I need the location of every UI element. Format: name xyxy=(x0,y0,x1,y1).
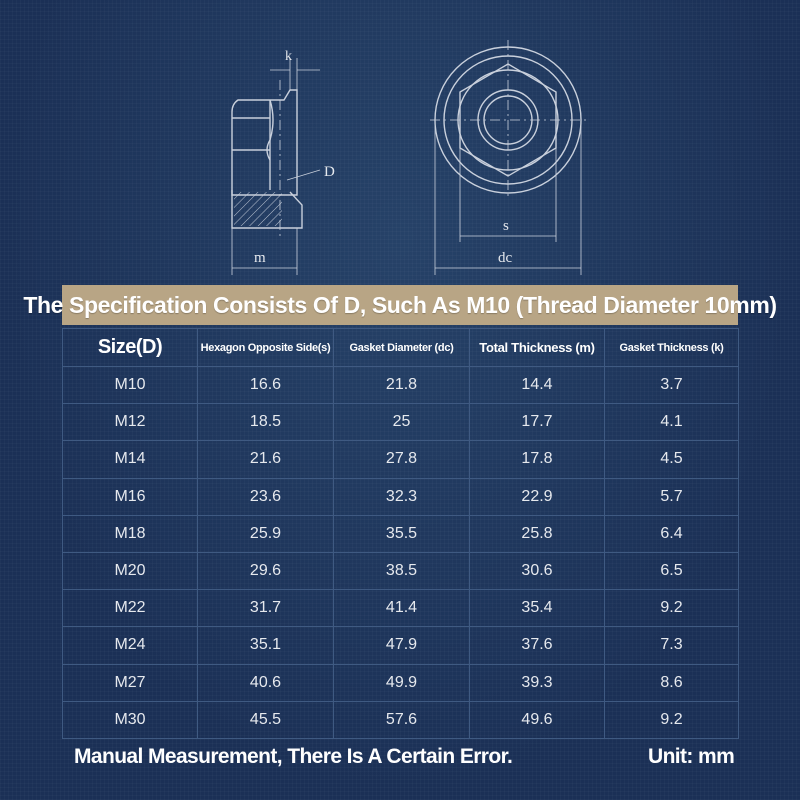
cell-size: M20 xyxy=(62,551,198,591)
cell-gasket-thickness: 9.2 xyxy=(604,700,739,739)
table-row: M20 29.6 38.5 30.6 6.5 xyxy=(62,551,739,591)
cell-hexagon-side: 23.6 xyxy=(197,477,334,516)
table-row: M27 40.6 49.9 39.3 8.6 xyxy=(62,663,739,702)
table-row: M30 45.5 57.6 49.6 9.2 xyxy=(62,700,739,739)
cell-gasket-thickness: 7.3 xyxy=(604,626,739,665)
cell-total-thickness: 30.6 xyxy=(469,551,605,591)
cell-gasket-diameter: 38.5 xyxy=(333,551,470,591)
cell-hexagon-side: 31.7 xyxy=(197,589,334,628)
cell-total-thickness: 39.3 xyxy=(469,663,605,702)
unit-label: Unit: mm xyxy=(648,745,735,768)
label-m: m xyxy=(254,250,266,266)
cell-total-thickness: 37.6 xyxy=(469,626,605,665)
header-gasket-diameter: Gasket Diameter (dc) xyxy=(333,328,470,367)
cell-gasket-thickness: 9.2 xyxy=(604,589,739,628)
flange-section-hatch xyxy=(234,192,282,226)
cell-gasket-diameter: 32.3 xyxy=(333,477,470,516)
specification-table: Size(D) Hexagon Opposite Side(s) Gasket … xyxy=(62,328,739,739)
table-row: M22 31.7 41.4 35.4 9.2 xyxy=(62,589,739,628)
header-hexagon-side: Hexagon Opposite Side(s) xyxy=(197,328,334,367)
cell-hexagon-side: 40.6 xyxy=(197,663,334,702)
cell-gasket-diameter: 21.8 xyxy=(333,365,470,405)
label-D: D xyxy=(324,164,335,180)
table-row: M14 21.6 27.8 17.8 4.5 xyxy=(62,440,739,479)
cell-gasket-diameter: 49.9 xyxy=(333,663,470,702)
cell-hexagon-side: 21.6 xyxy=(197,440,334,479)
table-row: M12 18.5 25 17.7 4.1 xyxy=(62,403,739,442)
cell-gasket-diameter: 57.6 xyxy=(333,700,470,739)
cell-gasket-thickness: 4.5 xyxy=(604,440,739,479)
cell-size: M27 xyxy=(62,663,198,702)
cell-gasket-thickness: 3.7 xyxy=(604,365,739,405)
cell-total-thickness: 25.8 xyxy=(469,514,605,553)
cell-size: M30 xyxy=(62,700,198,739)
cell-total-thickness: 14.4 xyxy=(469,365,605,405)
cell-total-thickness: 17.8 xyxy=(469,440,605,479)
cell-gasket-diameter: 27.8 xyxy=(333,440,470,479)
cell-total-thickness: 17.7 xyxy=(469,403,605,442)
cell-total-thickness: 49.6 xyxy=(469,700,605,739)
cell-total-thickness: 22.9 xyxy=(469,477,605,516)
cell-hexagon-side: 29.6 xyxy=(197,551,334,591)
cell-hexagon-side: 35.1 xyxy=(197,626,334,665)
cell-gasket-diameter: 35.5 xyxy=(333,514,470,553)
measurement-note: Manual Measurement, There Is A Certain E… xyxy=(74,745,513,768)
header-size: Size(D) xyxy=(62,328,198,367)
cell-hexagon-side: 45.5 xyxy=(197,700,334,739)
table-header-row: Size(D) Hexagon Opposite Side(s) Gasket … xyxy=(62,328,739,367)
cell-gasket-diameter: 41.4 xyxy=(333,589,470,628)
nut-top-view xyxy=(430,40,586,275)
cell-gasket-thickness: 4.1 xyxy=(604,403,739,442)
table-row: M18 25.9 35.5 25.8 6.4 xyxy=(62,514,739,553)
nut-side-view xyxy=(231,58,321,275)
flange-nut-technical-drawing: k D m s dc xyxy=(231,40,586,275)
cell-gasket-thickness: 8.6 xyxy=(604,663,739,702)
header-total-thickness: Total Thickness (m) xyxy=(469,328,605,367)
cell-gasket-diameter: 25 xyxy=(333,403,470,442)
cell-hexagon-side: 18.5 xyxy=(197,403,334,442)
cell-gasket-thickness: 5.7 xyxy=(604,477,739,516)
cell-size: M12 xyxy=(62,403,198,442)
table-row: M10 16.6 21.8 14.4 3.7 xyxy=(62,365,739,405)
cell-size: M22 xyxy=(62,589,198,628)
label-s: s xyxy=(503,218,509,234)
cell-size: M10 xyxy=(62,365,198,405)
table-row: M24 35.1 47.9 37.6 7.3 xyxy=(62,626,739,665)
cell-total-thickness: 35.4 xyxy=(469,589,605,628)
cell-hexagon-side: 25.9 xyxy=(197,514,334,553)
cell-size: M14 xyxy=(62,440,198,479)
cell-size: M24 xyxy=(62,626,198,665)
cell-size: M18 xyxy=(62,514,198,553)
cell-hexagon-side: 16.6 xyxy=(197,365,334,405)
cell-gasket-thickness: 6.5 xyxy=(604,551,739,591)
header-gasket-thickness: Gasket Thickness (k) xyxy=(604,328,739,367)
specification-banner: The Specification Consists Of D, Such As… xyxy=(23,285,777,325)
label-dc: dc xyxy=(498,250,513,266)
table-row: M16 23.6 32.3 22.9 5.7 xyxy=(62,477,739,516)
label-k: k xyxy=(285,49,292,64)
cell-gasket-diameter: 47.9 xyxy=(333,626,470,665)
cell-gasket-thickness: 6.4 xyxy=(604,514,739,553)
cell-size: M16 xyxy=(62,477,198,516)
table-body: M10 16.6 21.8 14.4 3.7 M12 18.5 25 17.7 4.1 M14 21.… xyxy=(62,365,739,739)
